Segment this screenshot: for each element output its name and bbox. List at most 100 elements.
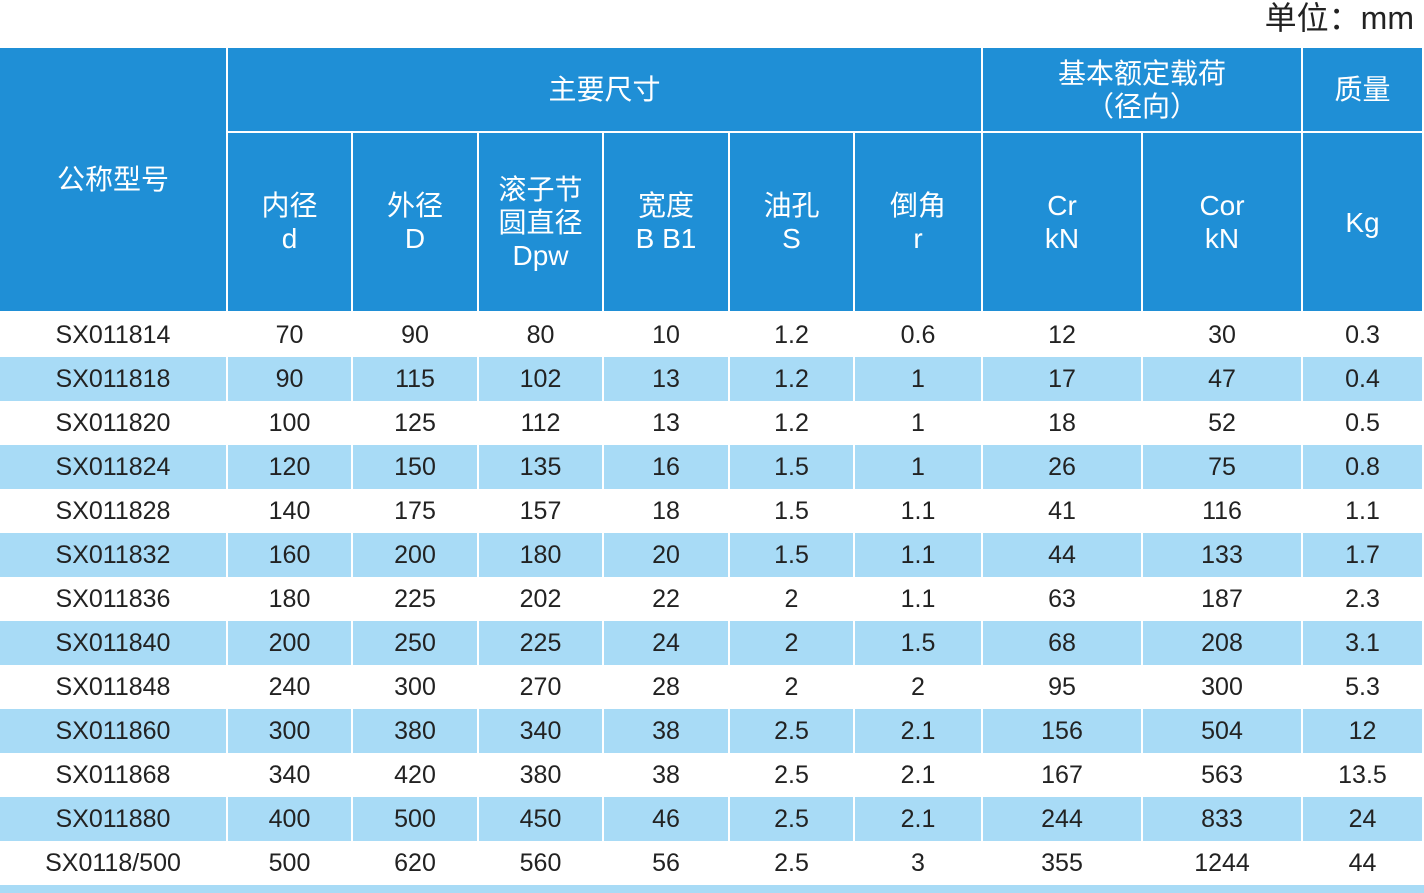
table-cell: 208 xyxy=(1143,621,1303,665)
table-cell: 116 xyxy=(1143,489,1303,533)
table-cell: 200 xyxy=(353,533,479,577)
table-cell: 16 xyxy=(604,445,730,489)
cell-text: 16 xyxy=(652,452,680,481)
cell-text: 225 xyxy=(519,628,562,657)
table-cell: 46 xyxy=(604,797,730,841)
cell-text: 116 xyxy=(1202,496,1242,525)
cell-text: 500 xyxy=(394,804,436,833)
cell-text: 160 xyxy=(268,540,311,569)
cell-text: 63 xyxy=(1048,584,1076,613)
cell-text: 2 xyxy=(784,628,799,657)
table-cell: 2 xyxy=(730,577,855,621)
table-cell: 63 xyxy=(983,577,1143,621)
table-cell: 30 xyxy=(1143,313,1303,357)
cell-text: 355 xyxy=(1041,848,1083,877)
table-cell: 135 xyxy=(479,445,604,489)
cell-text: 75 xyxy=(1208,452,1236,481)
table-cell: 180 xyxy=(479,533,604,577)
table-cell: 52 xyxy=(1143,401,1303,445)
table-cell: 380 xyxy=(479,753,604,797)
table-cell: 18 xyxy=(604,489,730,533)
cell-text: 52 xyxy=(1208,408,1236,437)
cell-text: kN xyxy=(1044,223,1080,254)
table-cell: 102 xyxy=(479,357,604,401)
table-cell: 12 xyxy=(1303,709,1424,753)
cell-text: SX011848 xyxy=(55,672,171,701)
table-cell: 0.3 xyxy=(1303,313,1424,357)
table-cell: 90 xyxy=(353,313,479,357)
table-cell: 80 xyxy=(479,313,604,357)
cell-text: 202 xyxy=(519,584,562,613)
table-cell: 0.4 xyxy=(1303,357,1424,401)
cell-text: 0.6 xyxy=(900,320,936,349)
table-cell: 2.1 xyxy=(855,753,983,797)
table-cell: 833 xyxy=(1143,797,1303,841)
cell-text: SX011814 xyxy=(55,320,171,349)
cell-text: 135 xyxy=(519,452,562,481)
table-cell: 10 xyxy=(604,313,730,357)
table-cell: 355 xyxy=(983,841,1143,885)
table-cell: 0.8 xyxy=(1303,445,1424,489)
cell-text: 12 xyxy=(1348,716,1377,745)
table-cell: 2.5 xyxy=(730,841,855,885)
cell-text: 41 xyxy=(1048,496,1076,525)
table-cell: 1.5 xyxy=(730,445,855,489)
cell-text: 18 xyxy=(652,496,680,525)
cell-text: Cr xyxy=(1047,190,1077,221)
cell-text: 3.1 xyxy=(1345,628,1380,657)
cell-text: 156 xyxy=(1041,716,1083,745)
table-cell: SX011840 xyxy=(0,621,228,665)
cell-text: 圆直径 xyxy=(498,206,583,238)
table-cell: 1.1 xyxy=(855,577,983,621)
table-cell: 1 xyxy=(855,445,983,489)
table-cell: 300 xyxy=(1143,665,1303,709)
table-cell: 5.3 xyxy=(1303,665,1424,709)
cell-text: 30 xyxy=(1208,320,1236,349)
table-cell: 28 xyxy=(604,665,730,709)
cell-text: SX011840 xyxy=(55,628,171,657)
cell-text: 300 xyxy=(1201,672,1243,701)
cell-text: SX011818 xyxy=(55,364,171,393)
cell-text: kN xyxy=(1204,223,1240,254)
table-cell: 24 xyxy=(1303,797,1424,841)
table-cell: 1.5 xyxy=(730,533,855,577)
table-cell: 1.5 xyxy=(855,621,983,665)
cell-text: SX011836 xyxy=(55,584,171,613)
cell-text: 2.1 xyxy=(900,804,936,833)
unit-label: 单位：mm xyxy=(1264,0,1414,36)
cell-text: 12 xyxy=(1048,320,1076,349)
cell-text: 0.4 xyxy=(1345,364,1380,393)
header-cell: Cr kN xyxy=(983,133,1143,313)
cell-text: 2.5 xyxy=(774,848,809,877)
cell-text: 26 xyxy=(1048,452,1076,481)
table-cell: 160 xyxy=(228,533,353,577)
table-cell: 20 xyxy=(604,533,730,577)
cell-text: 70 xyxy=(275,320,304,349)
table-cell: 504 xyxy=(1143,709,1303,753)
cell-text: 5.3 xyxy=(1345,672,1380,701)
cell-text: 270 xyxy=(519,672,562,701)
table-cell: 225 xyxy=(353,577,479,621)
cell-text: 13.5 xyxy=(1338,760,1387,789)
header-group: 基本额定载荷 （径向） xyxy=(983,48,1303,133)
cell-text: 2 xyxy=(784,672,799,701)
cell-text: 300 xyxy=(394,672,436,701)
table-cell: 68 xyxy=(983,621,1143,665)
table-cell: 340 xyxy=(479,709,604,753)
table-cell: SX011836 xyxy=(0,577,228,621)
cell-text: 187 xyxy=(1201,584,1243,613)
cell-text: 2.1 xyxy=(900,716,936,745)
table-cell: 1.2 xyxy=(730,313,855,357)
cell-text: 833 xyxy=(1201,804,1243,833)
cell-text: 56 xyxy=(652,848,680,877)
cell-text: 油孔 xyxy=(763,190,820,221)
header-cell: 油孔 S xyxy=(730,133,855,313)
cell-text: 90 xyxy=(401,320,429,349)
cell-text: 1.1 xyxy=(900,584,936,613)
table-cell: SX011868 xyxy=(0,753,228,797)
cell-text: 380 xyxy=(394,716,436,745)
cell-text: 500 xyxy=(268,848,311,877)
table-cell: 24 xyxy=(604,621,730,665)
cell-text: r xyxy=(913,223,923,254)
cell-text: 1 xyxy=(911,452,925,481)
